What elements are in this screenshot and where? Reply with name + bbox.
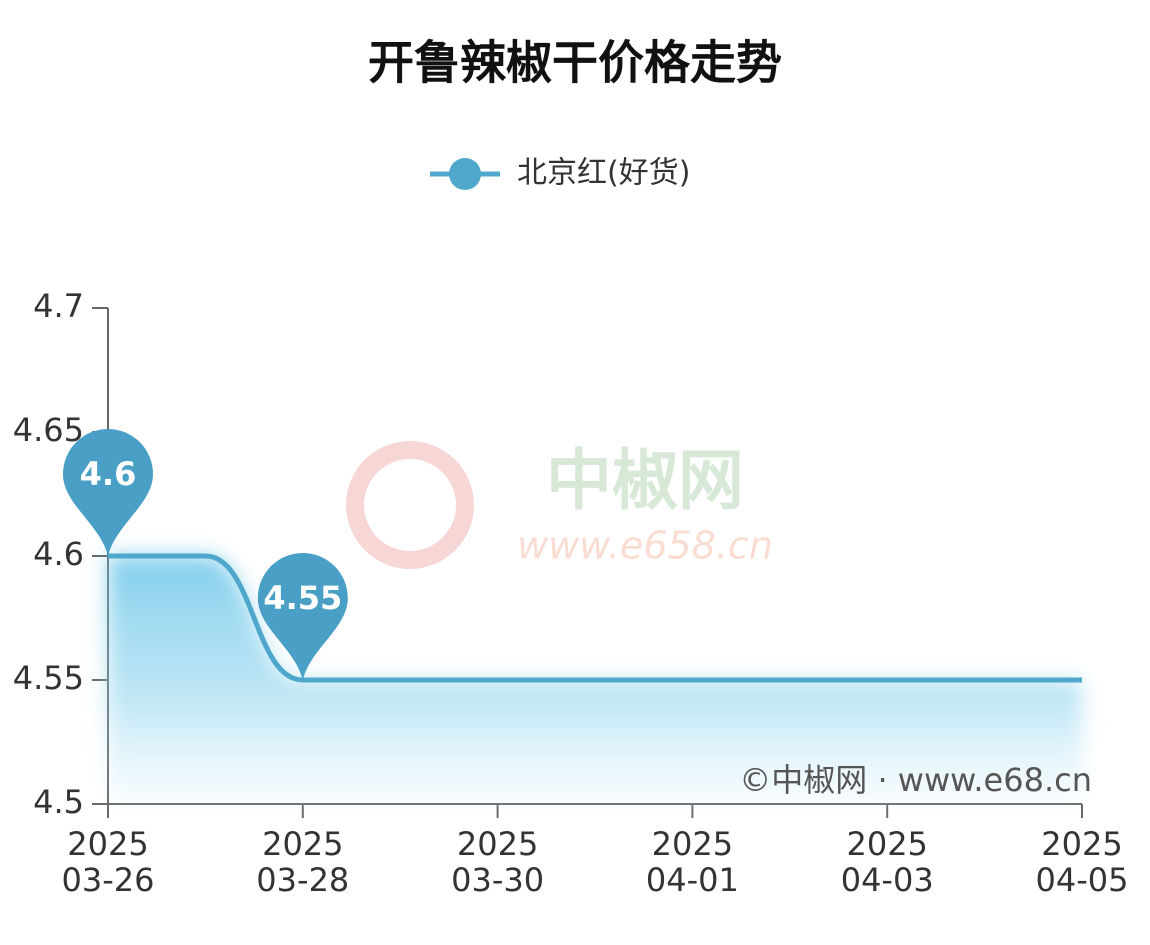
x-tick-label: 04-03 (841, 861, 934, 899)
legend-label: 北京红(好货) (517, 156, 690, 191)
pin-marker (257, 553, 348, 680)
y-tick-label: 4.6 (33, 535, 84, 573)
y-tick-label: 4.7 (33, 287, 84, 325)
x-tick-label: 04-01 (646, 861, 739, 899)
x-tick-label: 2025 (846, 825, 927, 863)
chart-title: 开鲁辣椒干价格走势 (368, 36, 782, 90)
y-tick-label: 4.55 (13, 659, 84, 697)
data-label: 4.55 (263, 579, 342, 617)
x-tick-label: 03-30 (451, 861, 544, 899)
x-tick-label: 03-26 (62, 861, 155, 899)
watermark-text: 中椒网 (546, 442, 744, 519)
pin-marker (63, 429, 153, 556)
x-tick-label: 2025 (652, 825, 733, 863)
x-tick-label: 2025 (67, 825, 148, 863)
watermark-url: www.e658.cn (517, 524, 773, 568)
legend-marker (449, 158, 481, 190)
x-tick-label: 04-05 (1036, 861, 1129, 899)
x-tick-label: 2025 (262, 825, 343, 863)
credit: ©中椒网 · www.e68.cn (739, 761, 1092, 799)
x-tick-label: 2025 (457, 825, 538, 863)
line (108, 553, 1082, 683)
x-tick-label: 03-28 (256, 861, 349, 899)
watermark: 中椒网 www.e658.cn (346, 441, 773, 569)
watermark-logo (346, 441, 474, 569)
y-tick-label: 4.65 (13, 411, 84, 449)
x-tick-label: 2025 (1041, 825, 1122, 863)
data-label: 4.6 (80, 455, 137, 493)
y-tick-label: 4.5 (33, 783, 84, 821)
